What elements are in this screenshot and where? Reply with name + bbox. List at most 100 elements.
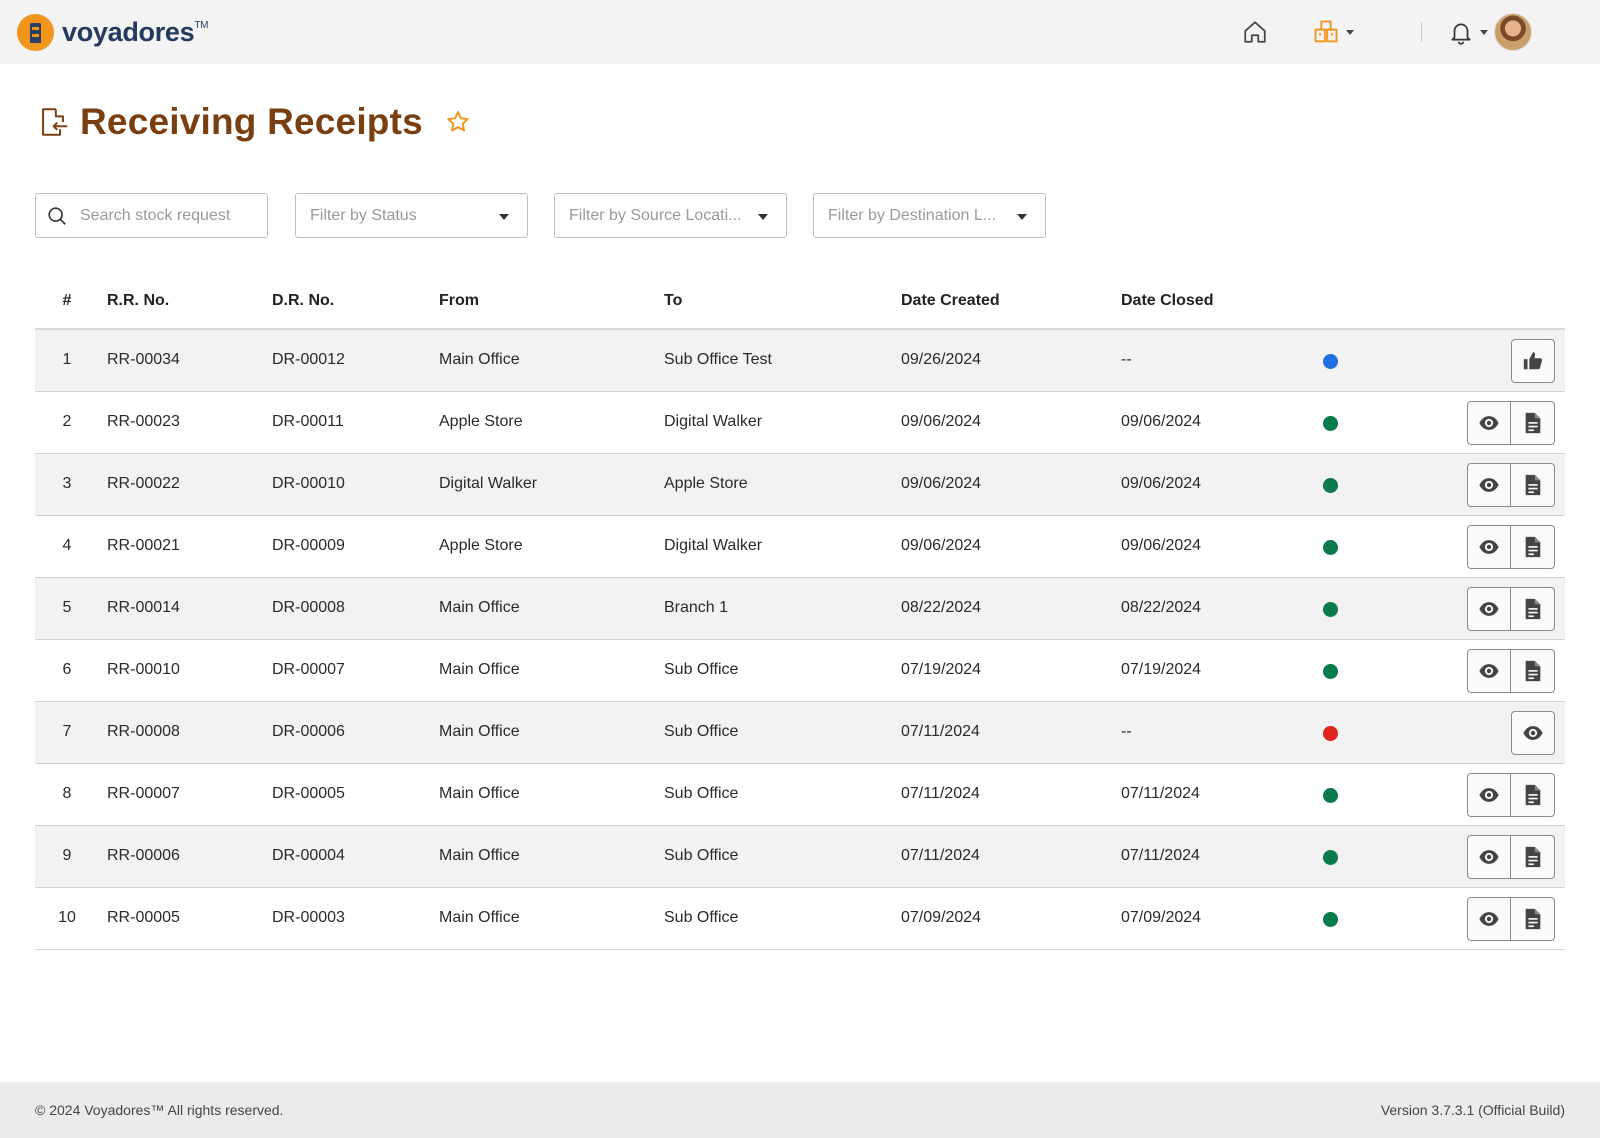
document-button[interactable] [1511, 587, 1555, 631]
row-number: 1 [62, 351, 72, 368]
store-menu-button[interactable] [1308, 14, 1358, 50]
status-indicator [1323, 602, 1338, 617]
document-icon [1525, 474, 1540, 496]
table-row[interactable]: 3 RR-00022 DR-00010 Digital Walker Apple Sto… [35, 454, 1565, 516]
rr-number: RR-00010 [107, 661, 180, 678]
caret-down-icon [1017, 214, 1027, 220]
row-actions [1467, 401, 1555, 445]
date-closed: 07/11/2024 [1121, 847, 1200, 864]
status-indicator [1323, 354, 1338, 369]
table-row[interactable]: 2 RR-00023 DR-00011 Apple Store Digital Walk… [35, 392, 1565, 454]
thumbs-up-icon [1523, 352, 1543, 370]
document-button[interactable] [1511, 525, 1555, 569]
page-title: Receiving Receipts [80, 101, 423, 142]
brand-logo-link[interactable]: voyadoresTM [17, 13, 209, 51]
eye-icon [1479, 478, 1499, 492]
dr-number: DR-00003 [272, 909, 345, 926]
col-header-dr[interactable]: D.R. No. [272, 292, 335, 309]
notifications-button[interactable] [1443, 14, 1493, 50]
eye-icon [1523, 726, 1543, 740]
dr-number: DR-00005 [272, 785, 345, 802]
document-button[interactable] [1511, 897, 1555, 941]
from-location: Digital Walker [439, 475, 538, 492]
row-actions [1511, 711, 1555, 755]
dr-number: DR-00010 [272, 475, 345, 492]
view-button[interactable] [1467, 897, 1511, 941]
col-header-date-closed[interactable]: Date Closed [1121, 292, 1214, 309]
to-location: Sub Office [664, 847, 739, 864]
page-header: Receiving Receipts [36, 98, 471, 146]
view-button[interactable] [1467, 463, 1511, 507]
home-icon [1244, 21, 1266, 43]
from-location: Apple Store [439, 413, 523, 430]
document-button[interactable] [1511, 835, 1555, 879]
col-header-to[interactable]: To [664, 292, 683, 309]
table-header: # R.R. No. D.R. No. From To Date Created… [35, 275, 1565, 330]
document-icon [1525, 846, 1540, 868]
col-header-date-created[interactable]: Date Created [901, 292, 1000, 309]
status-filter-select[interactable]: Filter by Status [295, 193, 528, 238]
status-indicator [1323, 788, 1338, 803]
view-button[interactable] [1467, 649, 1511, 693]
user-avatar[interactable] [1494, 13, 1532, 51]
table-row[interactable]: 7 RR-00008 DR-00006 Main Office Sub Office 07… [35, 702, 1565, 764]
document-button[interactable] [1511, 463, 1555, 507]
version-text: Version 3.7.3.1 (Official Build) [1380, 1102, 1565, 1118]
view-button[interactable] [1467, 587, 1511, 631]
favorite-star-icon[interactable] [445, 109, 471, 135]
divider [1421, 22, 1422, 42]
row-number: 3 [62, 475, 72, 492]
store-icon [1314, 20, 1338, 43]
table-row[interactable]: 6 RR-00010 DR-00007 Main Office Sub Office 07… [35, 640, 1565, 702]
rr-number: RR-00007 [107, 785, 180, 802]
rr-number: RR-00005 [107, 909, 180, 926]
date-created: 09/06/2024 [901, 475, 982, 492]
destination-location-filter-select[interactable]: Filter by Destination L... [813, 193, 1046, 238]
eye-icon [1479, 912, 1499, 926]
search-input[interactable] [80, 206, 250, 225]
row-number: 6 [62, 661, 72, 678]
row-actions [1467, 463, 1555, 507]
document-button[interactable] [1511, 401, 1555, 445]
document-button[interactable] [1511, 773, 1555, 817]
view-button[interactable] [1467, 525, 1511, 569]
row-actions [1467, 525, 1555, 569]
eye-icon [1479, 540, 1499, 554]
rr-number: RR-00006 [107, 847, 180, 864]
dr-number: DR-00007 [272, 661, 345, 678]
receipts-table: # R.R. No. D.R. No. From To Date Created… [35, 275, 1565, 950]
col-header-num: # [62, 292, 72, 309]
to-location: Digital Walker [664, 537, 763, 554]
home-button[interactable] [1237, 14, 1273, 50]
col-header-from[interactable]: From [439, 292, 479, 309]
table-row[interactable]: 10 RR-00005 DR-00003 Main Office Sub Office 0… [35, 888, 1565, 950]
view-button[interactable] [1467, 401, 1511, 445]
table-row[interactable]: 4 RR-00021 DR-00009 Apple Store Digital Walk… [35, 516, 1565, 578]
caret-down-icon [499, 214, 509, 220]
view-button[interactable] [1467, 835, 1511, 879]
row-actions [1467, 587, 1555, 631]
row-actions [1467, 649, 1555, 693]
dr-number: DR-00009 [272, 537, 345, 554]
table-row[interactable]: 9 RR-00006 DR-00004 Main Office Sub Office 07… [35, 826, 1565, 888]
eye-icon [1479, 788, 1499, 802]
row-actions [1511, 339, 1555, 383]
document-button[interactable] [1511, 649, 1555, 693]
table-row[interactable]: 5 RR-00014 DR-00008 Main Office Branch 1 08/2… [35, 578, 1565, 640]
view-button[interactable] [1511, 711, 1555, 755]
to-location: Sub Office [664, 661, 739, 678]
eye-icon [1479, 602, 1499, 616]
source-location-filter-select[interactable]: Filter by Source Locati... [554, 193, 787, 238]
footer: © 2024 Voyadores™ All rights reserved. V… [0, 1082, 1600, 1138]
from-location: Main Office [439, 847, 520, 864]
col-header-rr[interactable]: R.R. No. [107, 292, 170, 309]
document-icon [1525, 536, 1540, 558]
table-row[interactable]: 8 RR-00007 DR-00005 Main Office Sub Office 07… [35, 764, 1565, 826]
date-closed: 08/22/2024 [1121, 599, 1202, 616]
row-actions [1467, 835, 1555, 879]
view-button[interactable] [1467, 773, 1511, 817]
approve-button[interactable] [1511, 339, 1555, 383]
date-closed: 07/11/2024 [1121, 785, 1200, 802]
table-row[interactable]: 1 RR-00034 DR-00012 Main Office Sub Office T… [35, 330, 1565, 392]
from-location: Main Office [439, 351, 520, 368]
